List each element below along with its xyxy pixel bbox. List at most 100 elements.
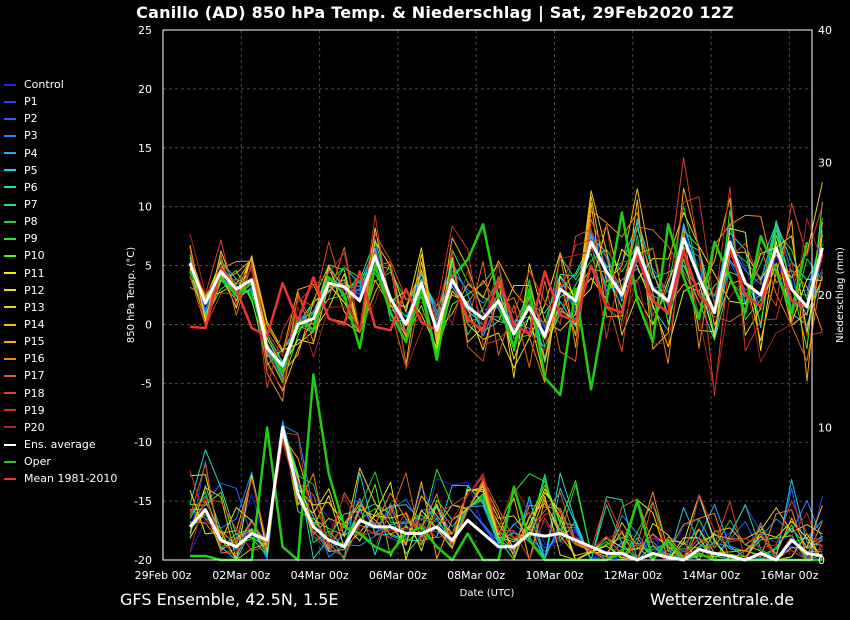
- legend-swatch: [4, 220, 16, 223]
- y-tick-label: -15: [134, 495, 152, 508]
- legend-item: P19: [4, 402, 124, 419]
- highlight-lines: [188, 211, 824, 562]
- y-axis-label: 850 hPa Temp. (°C): [126, 247, 137, 343]
- y-axis-right-ticks: 40 30 20 10 0: [818, 24, 832, 567]
- x-tick-label: 12Mar 00z: [604, 569, 662, 582]
- site-credit: Wetterzentrale.de: [650, 590, 795, 609]
- legend-swatch: [4, 203, 16, 206]
- member-precip-line: [189, 424, 823, 561]
- x-tick-label: 14Mar 00z: [682, 569, 740, 582]
- legend-item: P17: [4, 367, 124, 384]
- y2-tick-label: 40: [818, 24, 832, 37]
- legend-label: P9: [24, 232, 38, 246]
- chart-legend: Control P1 P2 P3 P4 P5 P6 P7 P8 P9 P10 P11 P12 P13 P14…: [4, 76, 124, 487]
- legend-swatch: [4, 460, 16, 463]
- x-axis-ticks: 29Feb 00z 02Mar 00z 04Mar 00z 06Mar 00z 08Ma…: [135, 569, 819, 582]
- y-tick-label: -5: [141, 377, 152, 390]
- member-precip-line: [189, 439, 823, 561]
- legend-swatch: [4, 306, 16, 309]
- legend-item: P13: [4, 299, 124, 316]
- legend-item: Mean 1981-2010: [4, 470, 124, 487]
- legend-label: Control: [24, 78, 64, 92]
- model-info: GFS Ensemble, 42.5N, 1.5E: [120, 590, 339, 609]
- legend-item: Oper: [4, 453, 124, 470]
- y-axis-left-ticks: 25 20 15 10 5 0 -5 -10 -15 -20: [134, 24, 152, 567]
- chart-title: Canillo (AD) 850 hPa Temp. & Niederschla…: [136, 3, 734, 22]
- legend-item: P14: [4, 316, 124, 333]
- legend-swatch: [4, 409, 16, 412]
- member-temp-line: [189, 187, 823, 382]
- legend-label: P20: [24, 420, 45, 434]
- ens-average-temp-line: [188, 237, 824, 368]
- legend-item: P16: [4, 350, 124, 367]
- legend-label: P2: [24, 112, 38, 126]
- x-tick-label: 04Mar 00z: [291, 569, 349, 582]
- legend-swatch: [4, 83, 16, 86]
- legend-item: P6: [4, 179, 124, 196]
- legend-label: P8: [24, 215, 38, 229]
- y2-axis-label: Niederschlag (mm): [835, 247, 846, 343]
- legend-item: P15: [4, 333, 124, 350]
- legend-item: P4: [4, 145, 124, 162]
- legend-label: P14: [24, 318, 45, 332]
- legend-item: P12: [4, 282, 124, 299]
- legend-swatch: [4, 272, 16, 275]
- legend-swatch: [4, 357, 16, 360]
- y2-tick-label: 20: [818, 289, 832, 302]
- legend-label: P17: [24, 369, 45, 383]
- y-tick-label: 15: [138, 142, 152, 155]
- member-precip-line: [189, 432, 823, 561]
- legend-swatch: [4, 100, 16, 103]
- legend-item: P18: [4, 385, 124, 402]
- legend-label: P10: [24, 249, 45, 263]
- legend-swatch: [4, 443, 16, 446]
- legend-swatch: [4, 254, 16, 257]
- y-tick-label: 0: [145, 318, 152, 331]
- member-precip-line: [189, 430, 823, 561]
- legend-item: P8: [4, 213, 124, 230]
- x-tick-label: 06Mar 00z: [369, 569, 427, 582]
- y-tick-label: 20: [138, 83, 152, 96]
- legend-item: P5: [4, 162, 124, 179]
- legend-item: P11: [4, 265, 124, 282]
- legend-item: Ens. average: [4, 436, 124, 453]
- legend-swatch: [4, 134, 16, 137]
- y-tick-label: 10: [138, 201, 152, 214]
- y-tick-label: -20: [134, 554, 152, 567]
- legend-label: P19: [24, 403, 45, 417]
- legend-label: P4: [24, 146, 38, 160]
- legend-swatch: [4, 426, 16, 429]
- legend-swatch: [4, 289, 16, 292]
- y2-tick-label: 30: [818, 157, 832, 170]
- legend-swatch: [4, 323, 16, 326]
- member-precip-line: [189, 428, 823, 561]
- member-temp-line: [189, 212, 823, 369]
- y-tick-label: 5: [145, 260, 152, 273]
- legend-item: Control: [4, 76, 124, 93]
- legend-swatch: [4, 152, 16, 155]
- legend-swatch: [4, 186, 16, 189]
- legend-item: P9: [4, 230, 124, 247]
- legend-label: P15: [24, 335, 45, 349]
- legend-item: P10: [4, 247, 124, 264]
- legend-swatch: [4, 374, 16, 377]
- legend-label: P6: [24, 180, 38, 194]
- legend-swatch: [4, 117, 16, 120]
- x-tick-label: 10Mar 00z: [525, 569, 583, 582]
- legend-swatch: [4, 237, 16, 240]
- x-tick-label: 16Mar 00z: [760, 569, 818, 582]
- legend-item: P20: [4, 419, 124, 436]
- plot-frame: [162, 29, 813, 561]
- legend-item: P3: [4, 127, 124, 144]
- member-temp-line: [189, 186, 823, 389]
- x-axis-label: Date (UTC): [460, 588, 515, 599]
- legend-item: P7: [4, 196, 124, 213]
- legend-label: Mean 1981-2010: [24, 472, 118, 486]
- ens-average-precip-line: [188, 426, 823, 562]
- y2-tick-label: 10: [818, 422, 832, 435]
- legend-label: P7: [24, 198, 38, 212]
- legend-item: P2: [4, 110, 124, 127]
- legend-swatch: [4, 169, 16, 172]
- legend-label: P16: [24, 352, 45, 366]
